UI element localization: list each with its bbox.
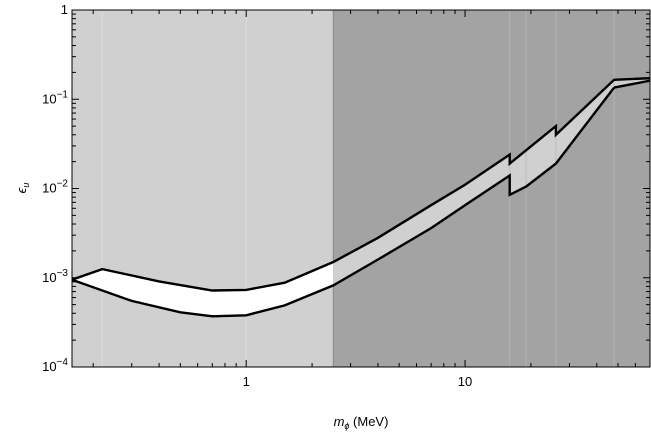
background-regions xyxy=(72,10,650,367)
x-axis-label: mϕ (MeV) xyxy=(334,414,389,431)
tick-labels: 1 10 10−4 10−3 10−2 10−1 1 xyxy=(42,2,472,389)
y-tick-label: 10−4 xyxy=(42,357,68,374)
y-tick-label: 10−2 xyxy=(42,179,68,196)
y-tick-label: 1 xyxy=(61,2,68,17)
y-tick-label: 10−3 xyxy=(42,268,68,285)
y-axis-label: ϵu xyxy=(14,183,31,194)
band-upper-edge xyxy=(72,77,650,292)
x-tick-label: 10 xyxy=(458,374,472,389)
y-tick-label: 10−1 xyxy=(42,89,68,106)
band-right-edge xyxy=(613,79,650,89)
x-tick-label: 1 xyxy=(243,374,250,389)
band-lower-edge xyxy=(72,86,616,318)
axis-ticks xyxy=(72,10,651,368)
